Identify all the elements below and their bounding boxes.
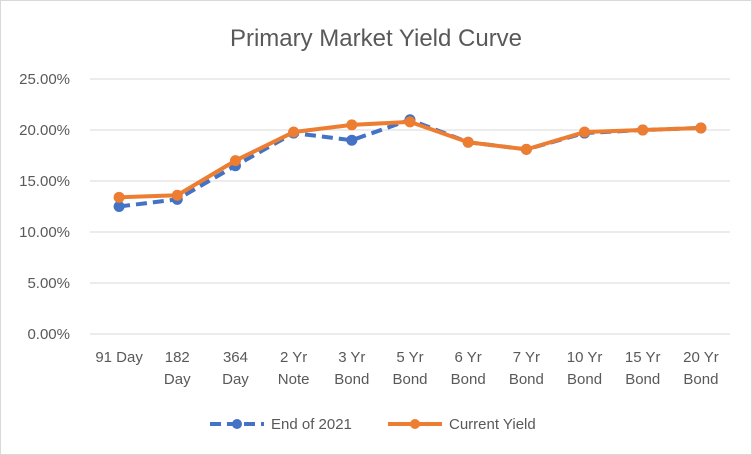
data-point bbox=[113, 201, 125, 212]
legend-label: Current Yield bbox=[449, 416, 536, 433]
data-point bbox=[346, 134, 358, 146]
data-point bbox=[346, 119, 358, 131]
x-tick-label: 3 Yr Bond bbox=[334, 349, 369, 388]
data-point bbox=[404, 116, 416, 128]
data-point bbox=[462, 136, 474, 148]
x-tick-label: 5 Yr Bond bbox=[392, 349, 427, 388]
data-point bbox=[113, 191, 125, 203]
x-tick-label: 6 Yr Bond bbox=[451, 349, 486, 388]
x-tick-label: 364 Day bbox=[222, 349, 249, 388]
data-point bbox=[637, 124, 649, 136]
x-axis-ticks: 91 Day 182 Day 364 Day 2 Yr Note 3 Yr Bond 5 Yr Bo… bbox=[95, 349, 718, 388]
x-tick-label: 20 Yr Bond bbox=[683, 349, 719, 388]
data-point bbox=[579, 126, 591, 138]
legend-item: Current Yield bbox=[388, 416, 536, 433]
legend-marker bbox=[232, 419, 242, 429]
x-tick-label: 182 Day bbox=[164, 349, 191, 388]
y-tick-label: 0.00% bbox=[27, 326, 70, 343]
series-line bbox=[119, 119, 701, 200]
legend-label: End of 2021 bbox=[271, 416, 352, 433]
y-tick-label: 20.00% bbox=[19, 122, 70, 139]
y-axis-ticks: 0.00% 5.00% 10.00% 15.00% 20.00% 25.00% bbox=[19, 71, 70, 343]
data-point bbox=[288, 126, 300, 138]
y-tick-label: 5.00% bbox=[27, 275, 70, 292]
legend: End of 2021 Current Yield bbox=[210, 416, 536, 433]
x-tick-label: 91 Day bbox=[95, 349, 143, 366]
data-point bbox=[229, 155, 241, 167]
y-tick-label: 25.00% bbox=[19, 71, 70, 88]
x-tick-label: 10 Yr Bond bbox=[567, 349, 603, 388]
y-tick-label: 10.00% bbox=[19, 224, 70, 241]
data-point bbox=[695, 122, 707, 134]
gridlines bbox=[90, 78, 730, 335]
series-1 bbox=[113, 116, 707, 203]
legend-item: End of 2021 bbox=[210, 416, 352, 433]
y-tick-label: 15.00% bbox=[19, 173, 70, 190]
series-lines bbox=[113, 114, 707, 212]
chart-title: Primary Market Yield Curve bbox=[230, 25, 522, 52]
x-tick-label: 2 Yr Note bbox=[278, 349, 310, 388]
x-tick-label: 15 Yr Bond bbox=[625, 349, 661, 388]
data-point bbox=[520, 143, 532, 155]
data-point bbox=[171, 189, 183, 201]
legend-marker bbox=[410, 419, 420, 429]
x-tick-label: 7 Yr Bond bbox=[509, 349, 544, 388]
